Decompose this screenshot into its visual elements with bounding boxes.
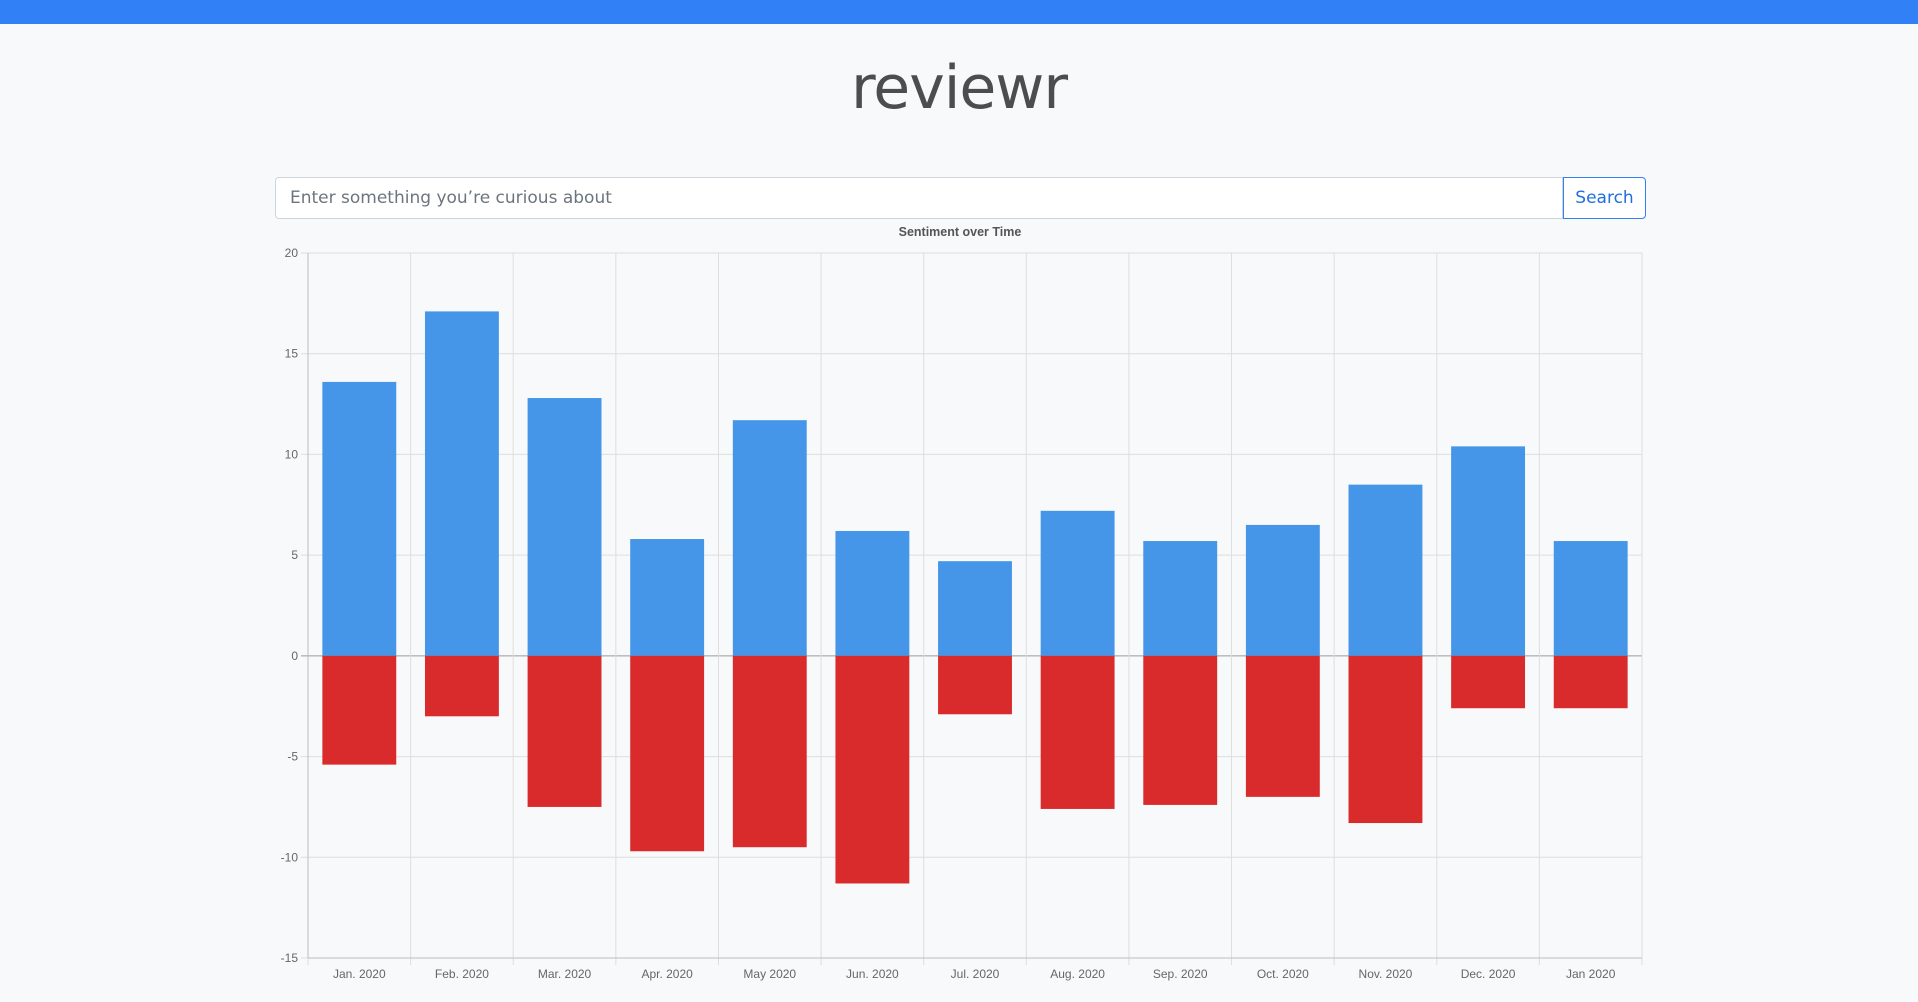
y-tick-label: 0 [291,649,298,663]
y-tick-label: -5 [287,750,298,764]
bar-negative[interactable] [1245,655,1320,797]
bar-negative[interactable] [424,655,499,717]
x-tick-label: Oct. 2020 [1257,967,1309,981]
app-title: reviewr [850,53,1068,123]
bar-negative[interactable] [322,655,397,765]
bar-negative[interactable] [630,655,705,852]
search-input[interactable] [275,177,1563,219]
bar-positive[interactable] [527,398,602,656]
bar-negative[interactable] [732,655,807,848]
x-tick-label: Apr. 2020 [641,967,693,981]
bar-positive[interactable] [424,311,499,656]
top-bar [0,0,1918,24]
bar-positive[interactable] [732,420,807,656]
x-tick-label: Dec. 2020 [1461,967,1516,981]
bar-negative[interactable] [1348,655,1423,824]
bar-positive[interactable] [1451,446,1526,656]
bar-positive[interactable] [1553,541,1628,656]
bar-negative[interactable] [938,655,1012,715]
x-tick-label: May 2020 [743,967,796,981]
bar-negative[interactable] [1040,655,1115,809]
bar-positive[interactable] [1143,541,1218,656]
y-tick-label: 15 [285,347,299,361]
bar-positive[interactable] [938,561,1012,656]
chart-title: Sentiment over Time [899,225,1022,239]
sentiment-chart: Sentiment over Time 20 15 10 5 0 -5 -10 -15 Jan.… [0,220,1918,997]
bar-positive[interactable] [322,381,397,656]
y-tick-label: -10 [281,850,299,864]
x-tick-label: Jan. 2020 [333,967,386,981]
x-tick-label: Aug. 2020 [1050,967,1105,981]
chart-grid [301,252,1643,965]
y-tick-label: 10 [285,447,299,461]
bar-positive[interactable] [1245,524,1320,656]
y-tick-label: 20 [285,246,299,260]
x-tick-label: Jul. 2020 [951,967,1000,981]
x-tick-label: Nov. 2020 [1359,967,1413,981]
bar-negative[interactable] [1553,655,1628,709]
bar-negative[interactable] [527,655,602,807]
x-tick-label: Sep. 2020 [1153,967,1208,981]
search-bar: Search [275,177,1646,219]
bar-positive[interactable] [1348,484,1423,656]
chart-svg: Sentiment over Time 20 15 10 5 0 -5 -10 -15 Jan.… [281,225,1643,981]
bar-positive[interactable] [630,539,705,656]
x-tick-label: Jun. 2020 [846,967,899,981]
y-tick-label: 5 [291,548,298,562]
chart-bars [322,311,1628,884]
bar-negative[interactable] [1451,655,1526,709]
bar-positive[interactable] [1040,510,1115,656]
bar-negative[interactable] [1143,655,1218,805]
bar-negative[interactable] [835,655,910,884]
search-button[interactable]: Search [1563,177,1646,219]
bar-positive[interactable] [835,530,910,656]
x-tick-label: Jan 2020 [1566,967,1616,981]
y-tick-label: -15 [281,951,299,965]
chart-axes: 20 15 10 5 0 -5 -10 -15 Jan. 2020 Feb. 2020 Mar. 2… [281,246,1642,981]
x-tick-label: Mar. 2020 [538,967,592,981]
x-tick-label: Feb. 2020 [435,967,489,981]
